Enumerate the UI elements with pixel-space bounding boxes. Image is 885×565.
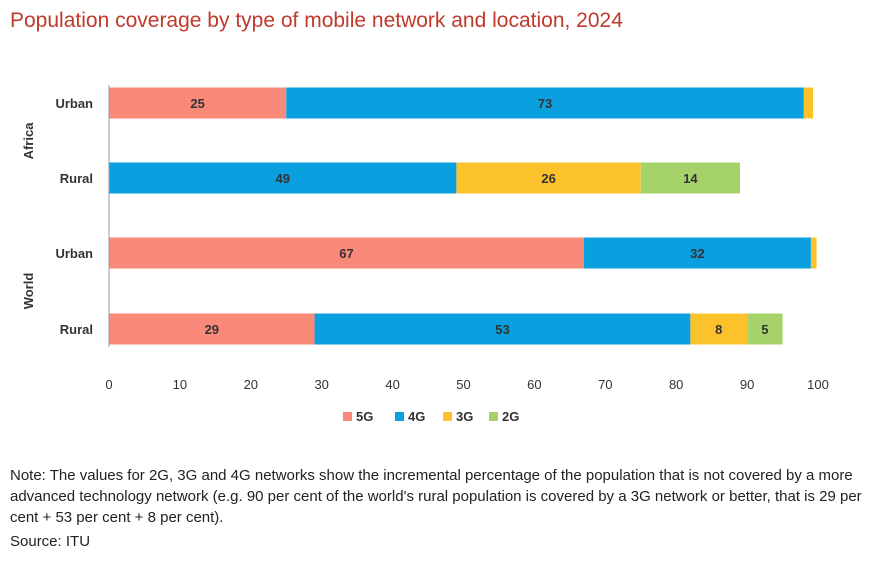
category-label-3: Rural <box>60 322 93 337</box>
x-tick-90: 90 <box>740 377 754 392</box>
group-label-world: World <box>21 273 36 310</box>
legend-swatch-3g <box>443 412 452 421</box>
x-axis: 0 10 20 30 40 50 60 70 80 90 100 <box>105 85 829 392</box>
legend-label-4g: 4G <box>408 409 425 424</box>
category-label-1: Rural <box>60 171 93 186</box>
x-tick-60: 60 <box>527 377 541 392</box>
bar-label-4g-1: 49 <box>275 171 289 186</box>
bar-label-3g-1: 26 <box>541 171 555 186</box>
bar-2g-3 <box>747 313 783 345</box>
x-tick-40: 40 <box>385 377 399 392</box>
bar-2g-1 <box>640 162 741 194</box>
x-tick-20: 20 <box>244 377 258 392</box>
bars <box>109 87 817 345</box>
chart-note: Note: The values for 2G, 3G and 4G netwo… <box>10 467 862 526</box>
bar-4g-0 <box>286 87 804 119</box>
bar-label-4g-0: 73 <box>538 96 552 111</box>
category-label-0: Urban <box>55 96 93 111</box>
x-tick-50: 50 <box>456 377 470 392</box>
bar-label-2g-1: 14 <box>683 171 698 186</box>
category-label-2: Urban <box>55 246 93 261</box>
bar-4g-1 <box>109 162 457 194</box>
x-tick-80: 80 <box>669 377 683 392</box>
x-tick-30: 30 <box>314 377 328 392</box>
bar-4g-3 <box>314 313 691 345</box>
x-tick-70: 70 <box>598 377 612 392</box>
bar-label-2g-3: 5 <box>761 322 768 337</box>
bar-5g-3 <box>109 313 315 345</box>
bar-3g-0 <box>803 87 814 119</box>
bar-label-5g-0: 25 <box>190 96 204 111</box>
bar-4g-2 <box>584 237 811 269</box>
legend-swatch-2g <box>489 412 498 421</box>
bar-label-5g-2: 67 <box>339 246 353 261</box>
x-tick-0: 0 <box>105 377 112 392</box>
category-labels: Urban Rural Urban Rural <box>55 96 93 337</box>
x-tick-10: 10 <box>173 377 187 392</box>
group-label-africa: Africa <box>21 122 36 160</box>
bar-3g-1 <box>456 162 641 194</box>
legend-label-3g: 3G <box>456 409 473 424</box>
legend-label-2g: 2G <box>502 409 519 424</box>
bar-3g-3 <box>690 313 748 345</box>
bar-label-5g-3: 29 <box>205 322 219 337</box>
legend-label-5g: 5G <box>356 409 373 424</box>
legend-swatch-4g <box>395 412 404 421</box>
bar-label-4g-2: 32 <box>690 246 704 261</box>
bar-label-3g-3: 8 <box>715 322 722 337</box>
bar-label-4g-3: 53 <box>495 322 509 337</box>
bar-5g-2 <box>109 237 585 269</box>
chart-title: Population coverage by type of mobile ne… <box>10 9 623 32</box>
legend-swatch-5g <box>343 412 352 421</box>
x-tick-100: 100 <box>807 377 829 392</box>
legend: 5G 4G 3G 2G <box>343 409 519 424</box>
group-labels: Africa World <box>21 122 36 309</box>
chart-source: Source: ITU <box>10 533 91 550</box>
bar-3g-2 <box>810 237 817 269</box>
bar-value-labels: 25 73 49 26 14 67 32 29 53 8 5 <box>190 96 768 337</box>
bar-5g-0 <box>109 87 287 119</box>
